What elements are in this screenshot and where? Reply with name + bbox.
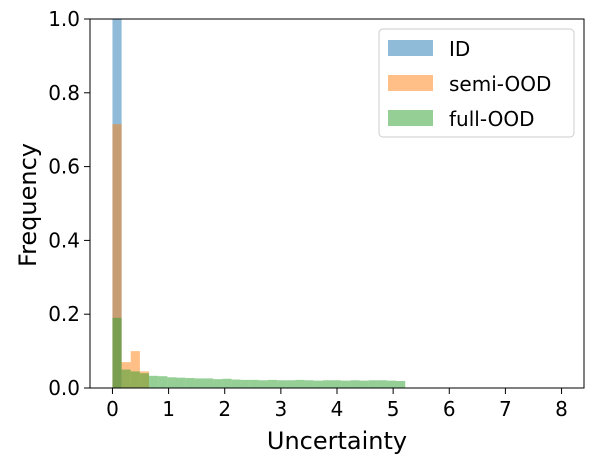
x-tick-label: 7 bbox=[499, 397, 512, 421]
bar-full-ood-28 bbox=[368, 380, 378, 388]
bar-full-ood-15 bbox=[249, 379, 259, 388]
bar-semi-ood-2 bbox=[130, 351, 140, 388]
x-tick-label: 1 bbox=[162, 397, 175, 421]
x-tick-label: 6 bbox=[443, 397, 456, 421]
bar-full-ood-2 bbox=[130, 371, 140, 388]
bar-full-ood-8 bbox=[185, 378, 195, 388]
y-tick-label: 0.8 bbox=[48, 81, 80, 105]
legend: ID semi-OOD full-OOD bbox=[378, 28, 575, 138]
bar-full-ood-0 bbox=[112, 317, 122, 388]
y-tick-label: 0.2 bbox=[48, 302, 80, 326]
bar-full-ood-18 bbox=[277, 380, 287, 388]
legend-label-semi-ood: semi-OOD bbox=[449, 72, 551, 96]
bar-full-ood-10 bbox=[203, 378, 214, 388]
bar-full-ood-12 bbox=[222, 378, 232, 388]
y-tick-label: 0.4 bbox=[48, 228, 80, 252]
bar-full-ood-26 bbox=[350, 380, 360, 388]
bar-full-ood-16 bbox=[258, 380, 269, 388]
x-tick-label: 8 bbox=[555, 397, 568, 421]
y-tick-label: 1.0 bbox=[48, 7, 80, 31]
bar-full-ood-4 bbox=[149, 375, 159, 388]
bar-full-ood-27 bbox=[359, 380, 369, 388]
bar-full-ood-23 bbox=[322, 380, 333, 388]
bar-full-ood-5 bbox=[158, 376, 168, 388]
x-axis-title: Uncertainty bbox=[267, 427, 407, 455]
bar-full-ood-19 bbox=[286, 380, 296, 388]
bar-full-ood-17 bbox=[268, 379, 278, 388]
histogram-bars bbox=[112, 19, 406, 388]
y-axis-title: Frequency bbox=[14, 143, 42, 267]
x-tick-label: 5 bbox=[387, 397, 400, 421]
y-tick-label: 0.6 bbox=[48, 155, 80, 179]
bar-full-ood-30 bbox=[386, 380, 397, 388]
bar-full-ood-22 bbox=[313, 380, 323, 388]
legend-swatch-full-ood bbox=[388, 110, 433, 126]
y-tick-label: 0.0 bbox=[48, 376, 80, 400]
y-axis-ticks: 0.0 0.2 0.4 0.6 0.8 1.0 bbox=[48, 7, 90, 400]
bar-full-ood-29 bbox=[377, 380, 387, 388]
bar-full-ood-14 bbox=[240, 379, 250, 388]
bar-full-ood-13 bbox=[231, 379, 241, 388]
legend-label-id: ID bbox=[449, 37, 470, 61]
bar-full-ood-25 bbox=[341, 380, 351, 388]
bar-full-ood-6 bbox=[167, 377, 177, 388]
bar-full-ood-21 bbox=[304, 380, 314, 388]
legend-swatch-id bbox=[388, 40, 433, 56]
x-tick-label: 2 bbox=[218, 397, 231, 421]
legend-label-full-ood: full-OOD bbox=[449, 107, 535, 131]
x-axis-ticks: 0 1 2 3 4 5 6 7 8 bbox=[106, 388, 568, 421]
legend-swatch-semi-ood bbox=[388, 75, 433, 91]
bar-full-ood-9 bbox=[194, 378, 204, 388]
bar-semi-ood-0 bbox=[112, 124, 122, 388]
x-tick-label: 0 bbox=[106, 397, 119, 421]
bar-full-ood-7 bbox=[176, 377, 186, 388]
x-tick-label: 4 bbox=[331, 397, 344, 421]
bar-full-ood-24 bbox=[332, 380, 342, 388]
x-tick-label: 3 bbox=[274, 397, 287, 421]
bar-full-ood-31 bbox=[396, 380, 406, 388]
bar-full-ood-20 bbox=[295, 379, 305, 388]
bar-full-ood-3 bbox=[139, 373, 150, 388]
bar-full-ood-1 bbox=[121, 369, 131, 388]
bar-full-ood-11 bbox=[213, 379, 223, 388]
